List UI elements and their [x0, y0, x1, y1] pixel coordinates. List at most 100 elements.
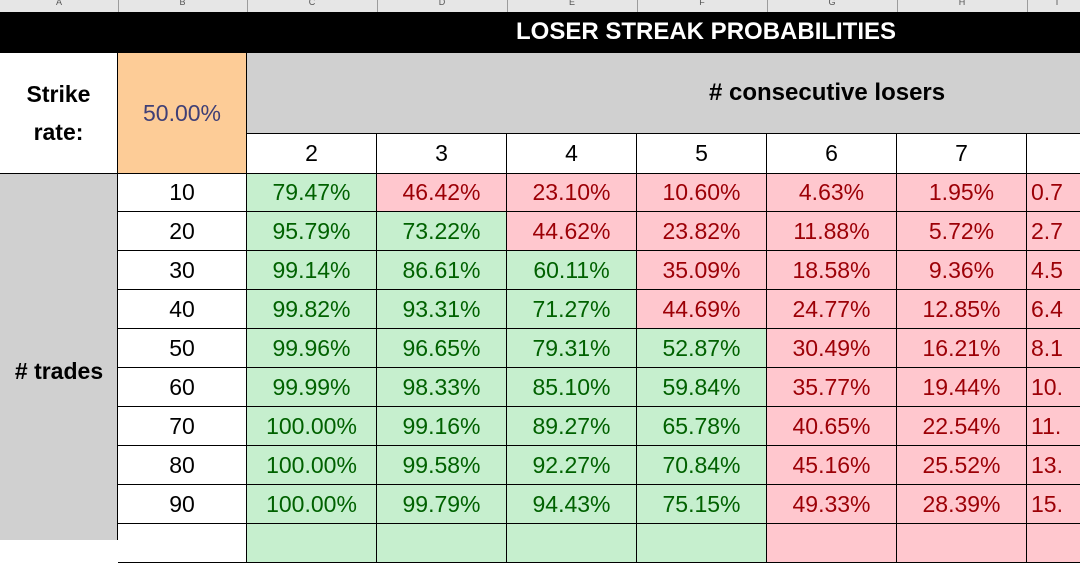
probability-cell[interactable]: 12.85% [897, 290, 1027, 329]
strike-rate-input[interactable]: 50.00% [118, 53, 247, 173]
column-header-h[interactable]: H [897, 0, 1028, 12]
probability-cell[interactable]: 73.22% [377, 212, 507, 251]
trades-count-cell[interactable]: 40 [118, 290, 247, 329]
probability-cell[interactable]: 6.4 [1027, 290, 1080, 329]
probability-cell[interactable]: 45.16% [767, 446, 897, 485]
probability-cell[interactable]: 35.09% [637, 251, 767, 290]
probability-cell[interactable]: 10. [1027, 368, 1080, 407]
probability-cell[interactable]: 35.77% [767, 368, 897, 407]
consecutive-losers-header[interactable]: # consecutive losers [247, 53, 1080, 133]
probability-cell[interactable]: 23.82% [637, 212, 767, 251]
probability-cell[interactable] [377, 524, 507, 563]
trades-label[interactable]: # trades [0, 173, 118, 540]
probability-cell[interactable]: 4.63% [767, 173, 897, 212]
probability-cell[interactable]: 99.82% [247, 290, 377, 329]
streak-column-header[interactable]: 7 [897, 133, 1027, 173]
probability-cell[interactable]: 9.36% [897, 251, 1027, 290]
probability-cell[interactable]: 60.11% [507, 251, 637, 290]
probability-cell[interactable] [1027, 524, 1080, 563]
probability-cell[interactable]: 100.00% [247, 407, 377, 446]
probability-cell[interactable]: 2.7 [1027, 212, 1080, 251]
probability-cell[interactable] [637, 524, 767, 563]
probability-cell[interactable]: 99.14% [247, 251, 377, 290]
trades-count-cell[interactable]: 50 [118, 329, 247, 368]
column-header-i[interactable]: I [1027, 0, 1080, 12]
trades-count-cell[interactable]: 30 [118, 251, 247, 290]
probability-cell[interactable]: 65.78% [637, 407, 767, 446]
probability-cell[interactable]: 85.10% [507, 368, 637, 407]
probability-cell[interactable]: 98.33% [377, 368, 507, 407]
trades-count-cell[interactable]: 70 [118, 407, 247, 446]
trades-count-cell[interactable]: 10 [118, 173, 247, 212]
probability-cell[interactable]: 5.72% [897, 212, 1027, 251]
probability-cell[interactable]: 1.95% [897, 173, 1027, 212]
probability-cell[interactable]: 95.79% [247, 212, 377, 251]
column-header-a[interactable]: A [0, 0, 119, 12]
probability-cell[interactable]: 30.49% [767, 329, 897, 368]
probability-cell[interactable]: 19.44% [897, 368, 1027, 407]
probability-cell[interactable]: 89.27% [507, 407, 637, 446]
probability-cell[interactable] [897, 524, 1027, 563]
probability-cell[interactable]: 100.00% [247, 446, 377, 485]
streak-column-header[interactable]: 6 [767, 133, 897, 173]
trades-count-cell[interactable]: 80 [118, 446, 247, 485]
probability-cell[interactable]: 99.99% [247, 368, 377, 407]
probability-cell[interactable]: 99.96% [247, 329, 377, 368]
probability-cell[interactable]: 28.39% [897, 485, 1027, 524]
trades-count-cell[interactable]: 20 [118, 212, 247, 251]
probability-cell[interactable]: 96.65% [377, 329, 507, 368]
probability-cell[interactable]: 8.1 [1027, 329, 1080, 368]
probability-cell[interactable]: 79.31% [507, 329, 637, 368]
probability-cell[interactable]: 71.27% [507, 290, 637, 329]
column-header-c[interactable]: C [247, 0, 378, 12]
probability-cell[interactable]: 46.42% [377, 173, 507, 212]
probability-cell[interactable]: 49.33% [767, 485, 897, 524]
probability-cell[interactable]: 75.15% [637, 485, 767, 524]
probability-cell[interactable]: 22.54% [897, 407, 1027, 446]
probability-cell[interactable]: 44.62% [507, 212, 637, 251]
trades-count-cell[interactable]: 90 [118, 485, 247, 524]
probability-cell[interactable]: 86.61% [377, 251, 507, 290]
probability-cell[interactable]: 99.79% [377, 485, 507, 524]
column-header-d[interactable]: D [377, 0, 508, 12]
probability-cell[interactable]: 10.60% [637, 173, 767, 212]
probability-cell[interactable]: 92.27% [507, 446, 637, 485]
probability-cell[interactable]: 40.65% [767, 407, 897, 446]
probability-cell[interactable]: 100.00% [247, 485, 377, 524]
probability-cell[interactable] [507, 524, 637, 563]
column-header-b[interactable]: B [118, 0, 248, 12]
probability-cell[interactable]: 15. [1027, 485, 1080, 524]
probability-cell[interactable]: 94.43% [507, 485, 637, 524]
probability-cell[interactable]: 24.77% [767, 290, 897, 329]
streak-column-header[interactable]: 4 [507, 133, 637, 173]
column-header-e[interactable]: E [507, 0, 638, 12]
probability-cell[interactable]: 99.16% [377, 407, 507, 446]
column-header-g[interactable]: G [767, 0, 898, 12]
probability-cell[interactable]: 44.69% [637, 290, 767, 329]
probability-cell[interactable]: 18.58% [767, 251, 897, 290]
streak-column-header[interactable]: 2 [247, 133, 377, 173]
trades-count-cell[interactable] [118, 524, 247, 563]
probability-cell[interactable]: 93.31% [377, 290, 507, 329]
trades-count-cell[interactable]: 60 [118, 368, 247, 407]
probability-cell[interactable]: 23.10% [507, 173, 637, 212]
strike-rate-label[interactable]: Strike rate: [0, 53, 118, 173]
probability-cell[interactable]: 79.47% [247, 173, 377, 212]
probability-cell[interactable]: 0.7 [1027, 173, 1080, 212]
probability-cell[interactable]: 16.21% [897, 329, 1027, 368]
probability-cell[interactable] [767, 524, 897, 563]
streak-column-header[interactable]: 5 [637, 133, 767, 173]
column-header-f[interactable]: F [637, 0, 768, 12]
streak-column-header[interactable]: 8 [1027, 133, 1080, 173]
probability-cell[interactable]: 11. [1027, 407, 1080, 446]
probability-cell[interactable]: 99.58% [377, 446, 507, 485]
probability-cell[interactable]: 70.84% [637, 446, 767, 485]
probability-cell[interactable]: 4.5 [1027, 251, 1080, 290]
probability-cell[interactable]: 13. [1027, 446, 1080, 485]
probability-cell[interactable] [247, 524, 377, 563]
probability-cell[interactable]: 52.87% [637, 329, 767, 368]
probability-cell[interactable]: 11.88% [767, 212, 897, 251]
table-title-bar[interactable]: LOSER STREAK PROBABILITIES [0, 12, 1080, 53]
probability-cell[interactable]: 25.52% [897, 446, 1027, 485]
probability-cell[interactable]: 59.84% [637, 368, 767, 407]
